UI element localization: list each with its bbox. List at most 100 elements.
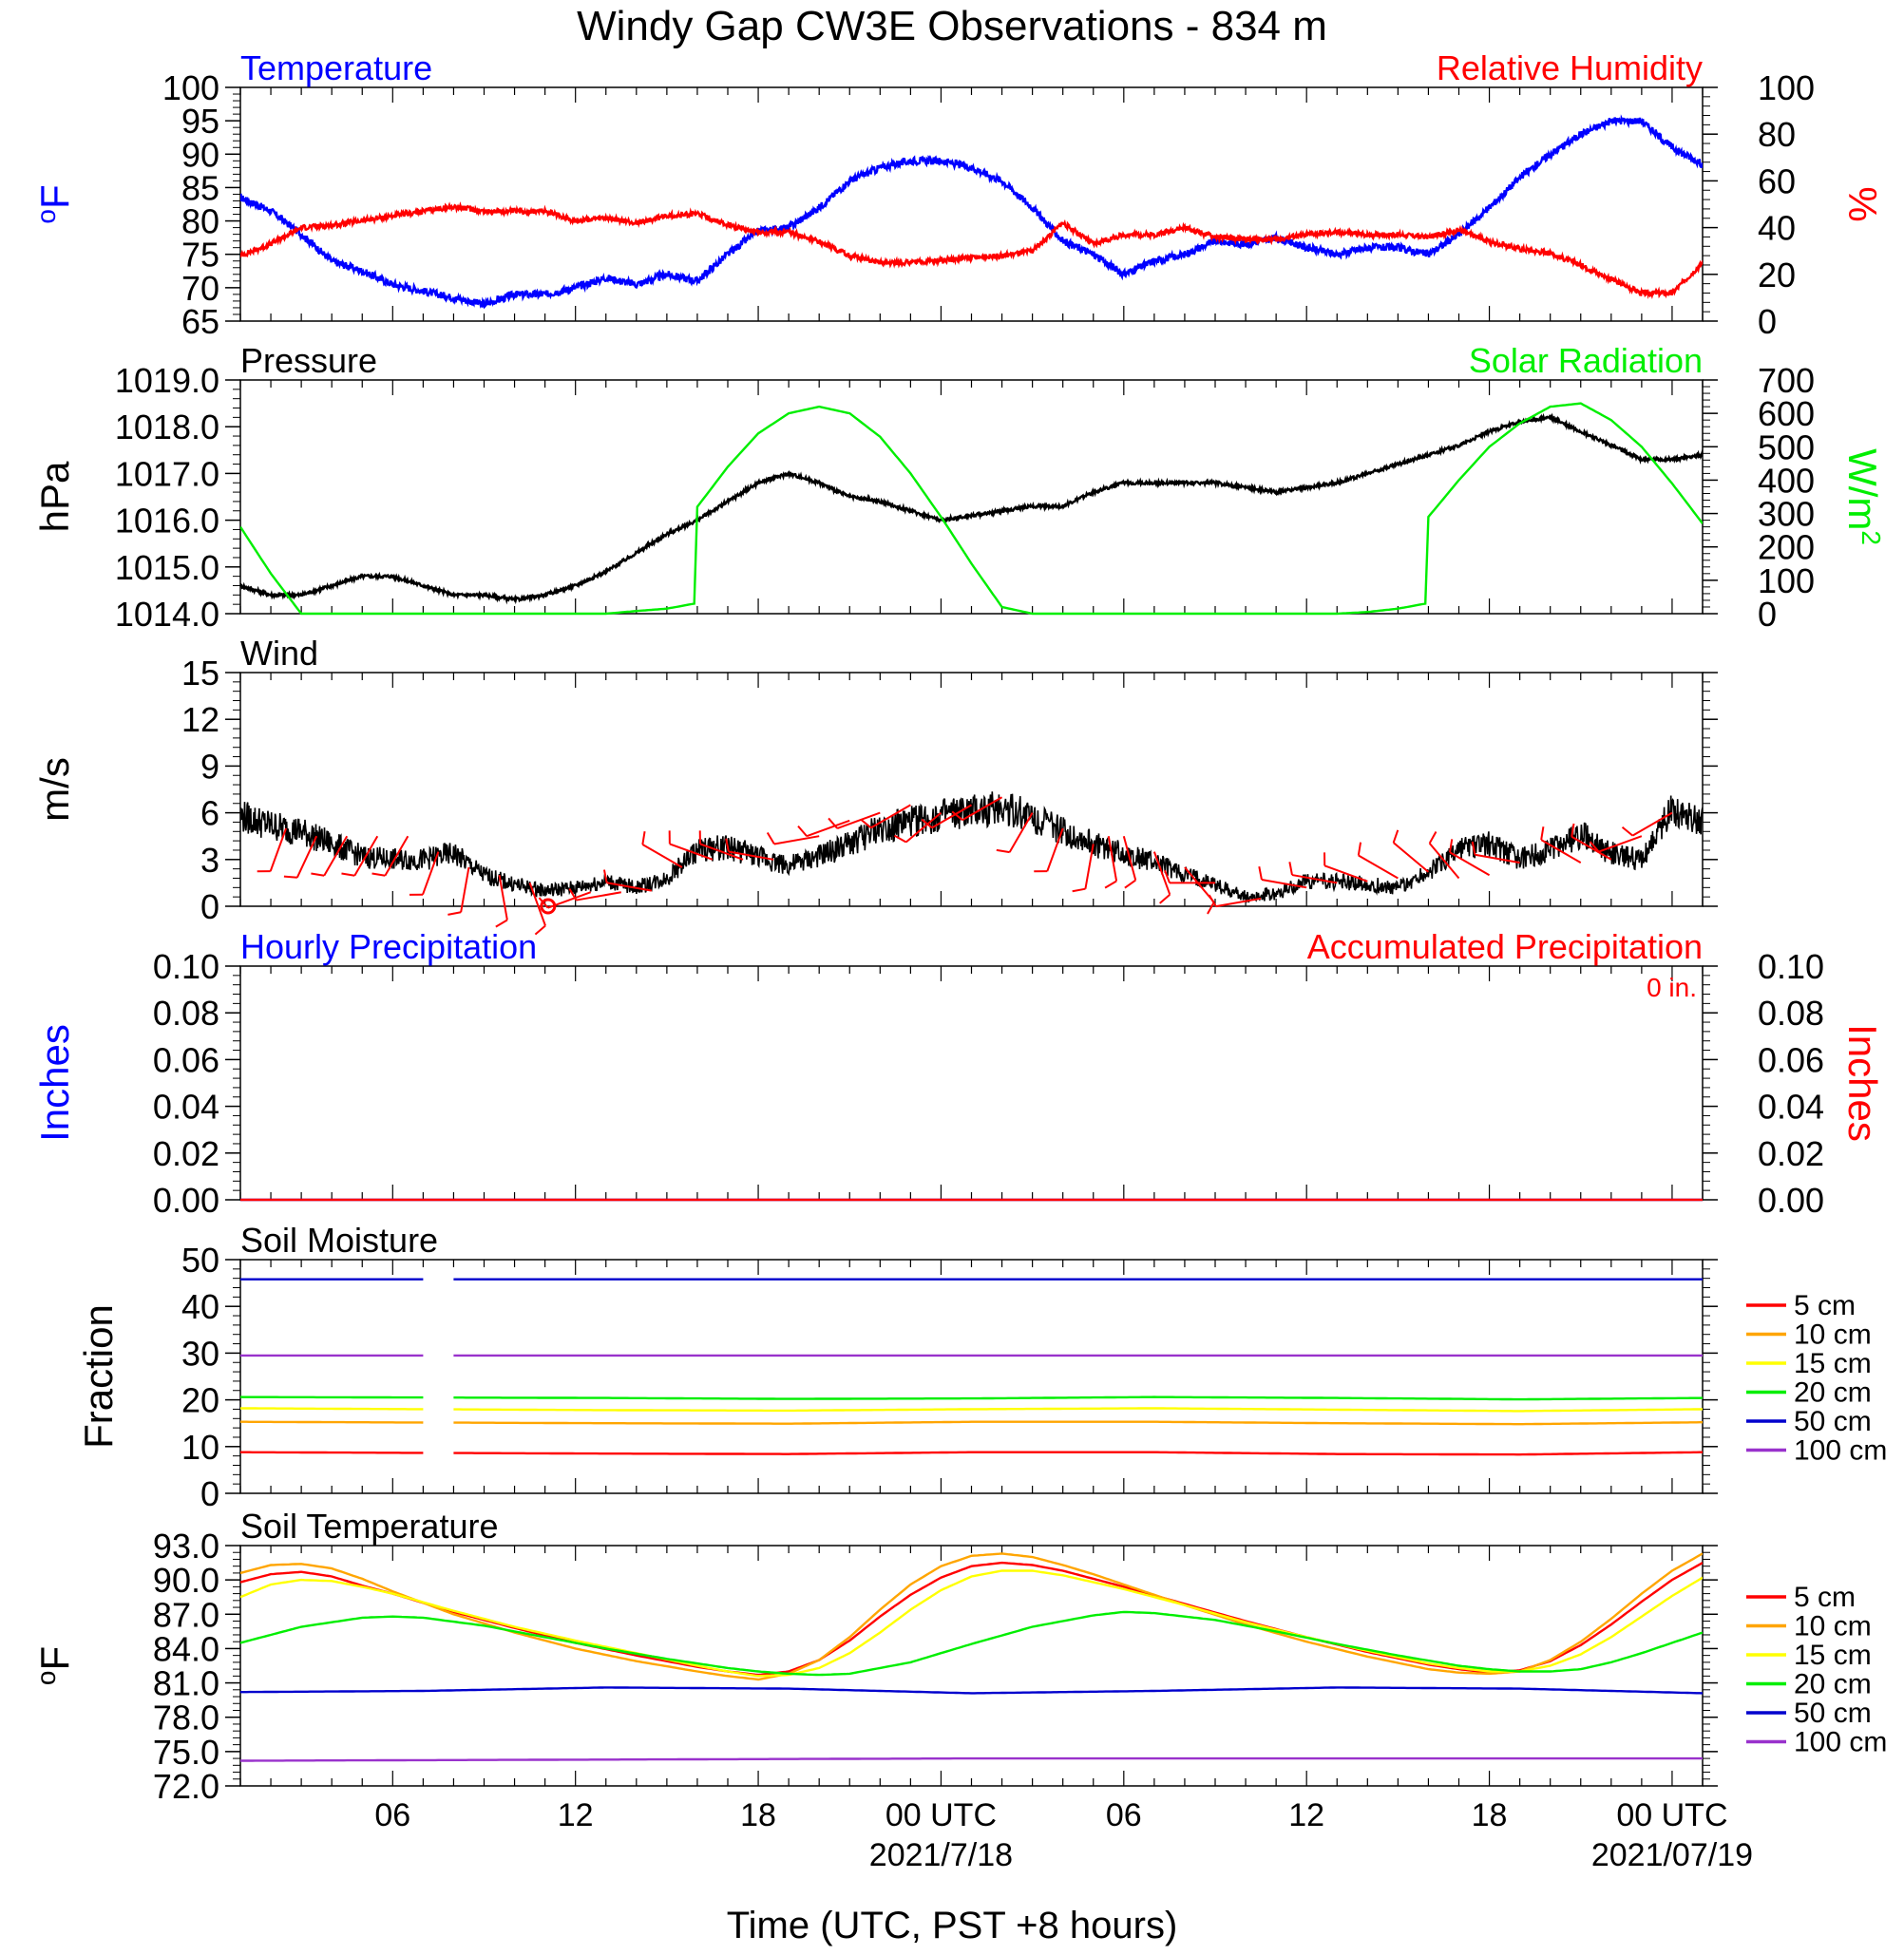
y-tick-label: 75.0 (153, 1733, 219, 1772)
wind-barb (460, 866, 470, 913)
y-axis-label: m/s (32, 757, 77, 822)
wind-barb (870, 804, 911, 829)
y-tick-label: 6 (200, 794, 219, 833)
wind-barb-flag (921, 818, 933, 829)
x-tick-label: 00 UTC (885, 1797, 997, 1833)
panels: 65707580859095100020406080100Temperature… (31, 48, 1887, 1806)
y-tick-label: 78.0 (153, 1699, 219, 1737)
series-line-10-cm (453, 1420, 1703, 1426)
wind-barb-flag (1621, 826, 1634, 837)
wind-barb-flag (1072, 887, 1086, 893)
y-tick-label: 10 (181, 1428, 219, 1467)
wind-barb-flag (1428, 831, 1438, 845)
series-line-50-cm (240, 1686, 1703, 1695)
wind-barb (1152, 851, 1171, 896)
panel-precip: 0.00 0.02 0.04 0.06 0.08 0.10 0.00 0.02 0.04 0.06… (32, 927, 1885, 1220)
series-line-relative-humidity (240, 201, 1703, 300)
wind-barb (1598, 835, 1643, 853)
y2-tick-label: 20 (1758, 256, 1796, 294)
plot-frame (239, 1259, 1704, 1494)
wind-barb-flag (1589, 841, 1600, 853)
series-line-solar-radiation (240, 402, 1703, 616)
panel-title-left: Temperature (240, 48, 432, 87)
legend-label: 15 cm (1794, 1640, 1872, 1671)
y2-tick-label: 600 (1758, 394, 1815, 433)
y2-axis-label: W/m2 (1840, 448, 1886, 545)
y2-axis-label: % (1840, 186, 1885, 221)
wind-barb-flag (534, 924, 546, 936)
x-tick-label: 18 (740, 1797, 776, 1833)
y-tick-label: 1017.0 (115, 454, 219, 493)
plot-frame (239, 965, 1704, 1201)
wind-barb-flag (1571, 823, 1575, 837)
wind-barb (1475, 853, 1520, 864)
wind-barb (1358, 854, 1399, 880)
wind-barb-flag (341, 872, 355, 877)
wind-barb-flag (1208, 894, 1217, 907)
legend-label: 50 cm (1794, 1698, 1872, 1729)
wind-barb (576, 891, 621, 902)
wind-barb-flag (1207, 902, 1215, 915)
y-tick-label: 90.0 (153, 1561, 219, 1600)
y-tick-label: 85 (181, 168, 219, 207)
wind-barb-flag (641, 831, 646, 845)
y-tick-label: 12 (181, 700, 219, 739)
wind-barb (353, 835, 379, 877)
legend-label: 10 cm (1794, 1319, 1872, 1351)
wind-barb (1008, 812, 1034, 853)
y2-tick-label: 0 (1758, 302, 1777, 341)
y-tick-label: 1016.0 (115, 502, 219, 541)
y2-tick-label: 0 (1758, 595, 1777, 634)
y-tick-label: 0.04 (153, 1088, 219, 1127)
series-line-temperature (240, 114, 1703, 310)
wind-barb (1571, 835, 1612, 861)
wind-barb-flag (1288, 862, 1293, 876)
y2-tick-label: 0.08 (1758, 994, 1824, 1033)
wind-barb (728, 850, 774, 861)
panel-title-left: Hourly Precipitation (240, 927, 537, 966)
plot-frame (239, 1545, 1704, 1787)
y-tick-label: 87.0 (153, 1595, 219, 1634)
series-line-10-cm (240, 1552, 1703, 1681)
wind-barb (1107, 836, 1118, 882)
series-line-20-cm (240, 1610, 1703, 1677)
wind-barb (422, 851, 440, 896)
wind-barb-flag (1471, 841, 1476, 855)
wind-barb-flag (1124, 879, 1136, 889)
y2-tick-label: 60 (1758, 161, 1796, 200)
y-tick-label: 30 (181, 1334, 219, 1373)
wind-barb (606, 882, 653, 892)
wind-barb (1122, 835, 1137, 881)
y-tick-label: 70 (181, 269, 219, 308)
y-tick-label: 50 (181, 1241, 219, 1280)
wind-barb-flag (283, 875, 297, 879)
series-line-5-cm (240, 1561, 1703, 1677)
wind-barb-flag (996, 848, 1010, 854)
chart-title: Windy Gap CW3E Observations - 834 m (577, 3, 1327, 49)
wind-barb (962, 796, 1003, 822)
y-tick-label: 65 (181, 302, 219, 341)
y2-tick-label: 400 (1758, 461, 1815, 500)
y-tick-label: 40 (181, 1287, 219, 1326)
y-tick-label: 81.0 (153, 1664, 219, 1703)
y-tick-label: 0.02 (153, 1134, 219, 1173)
y2-tick-label: 700 (1758, 361, 1815, 400)
wind-barb-flag (951, 810, 963, 821)
y2-tick-label: 0.10 (1758, 947, 1824, 986)
series-line-wind (240, 791, 1703, 903)
panel-title-left: Soil Moisture (240, 1221, 438, 1260)
wind-barb-flag (1449, 839, 1454, 853)
wind-barb (641, 844, 683, 868)
x-tick-label: 18 (1472, 1797, 1508, 1833)
legend-label: 20 cm (1794, 1377, 1872, 1409)
x-date-label: 2021/07/19 (1591, 1837, 1753, 1873)
legend-label: 10 cm (1794, 1611, 1872, 1642)
legend-label: 15 cm (1794, 1348, 1872, 1379)
legend-label: 5 cm (1794, 1582, 1856, 1613)
series-line-15-cm (453, 1407, 1703, 1413)
series-line-20-cm (240, 1395, 424, 1399)
x-date-label: 2021/7/18 (869, 1837, 1013, 1873)
y2-tick-label: 200 (1758, 528, 1815, 567)
wind-barb (806, 819, 850, 838)
